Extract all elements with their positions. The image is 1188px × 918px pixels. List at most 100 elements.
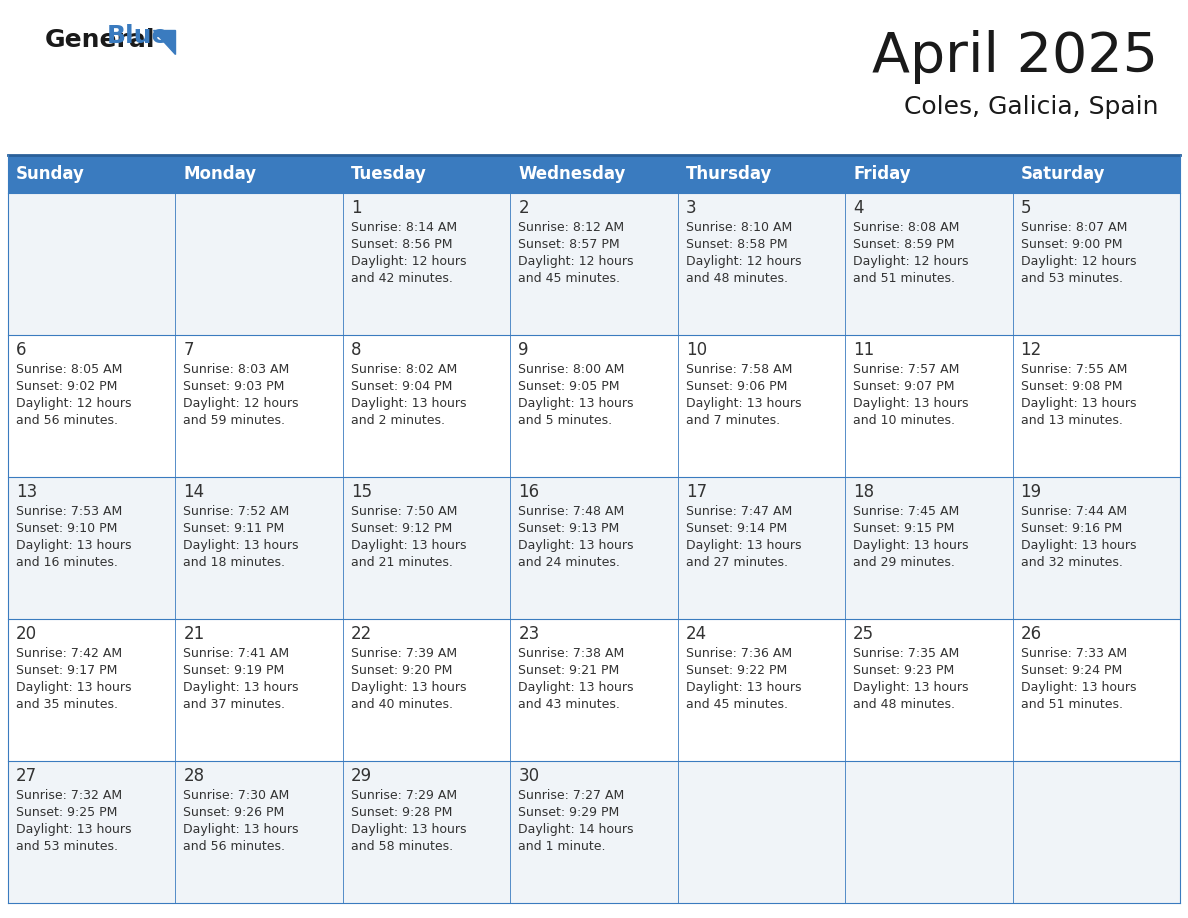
Text: Daylight: 13 hours: Daylight: 13 hours bbox=[350, 681, 467, 694]
Text: Daylight: 12 hours: Daylight: 12 hours bbox=[1020, 255, 1136, 268]
Text: and 32 minutes.: and 32 minutes. bbox=[1020, 556, 1123, 569]
Text: Sunset: 9:05 PM: Sunset: 9:05 PM bbox=[518, 380, 620, 393]
Text: Sunset: 9:06 PM: Sunset: 9:06 PM bbox=[685, 380, 788, 393]
Text: Sunset: 8:59 PM: Sunset: 8:59 PM bbox=[853, 238, 955, 251]
Text: 1: 1 bbox=[350, 199, 361, 217]
Text: Sunrise: 7:41 AM: Sunrise: 7:41 AM bbox=[183, 647, 290, 660]
Text: 25: 25 bbox=[853, 625, 874, 643]
Text: Daylight: 13 hours: Daylight: 13 hours bbox=[518, 397, 633, 410]
Text: Sunrise: 8:08 AM: Sunrise: 8:08 AM bbox=[853, 221, 960, 234]
Text: 22: 22 bbox=[350, 625, 372, 643]
Text: Sunset: 9:17 PM: Sunset: 9:17 PM bbox=[15, 664, 118, 677]
Text: Sunset: 9:26 PM: Sunset: 9:26 PM bbox=[183, 806, 285, 819]
Text: Sunset: 9:07 PM: Sunset: 9:07 PM bbox=[853, 380, 955, 393]
Text: Sunrise: 7:32 AM: Sunrise: 7:32 AM bbox=[15, 789, 122, 802]
Text: Sunrise: 8:10 AM: Sunrise: 8:10 AM bbox=[685, 221, 792, 234]
Text: Sunset: 9:12 PM: Sunset: 9:12 PM bbox=[350, 522, 453, 535]
Text: Sunset: 9:25 PM: Sunset: 9:25 PM bbox=[15, 806, 118, 819]
Text: 15: 15 bbox=[350, 483, 372, 501]
Text: General: General bbox=[45, 28, 156, 52]
Text: 9: 9 bbox=[518, 341, 529, 359]
Text: 16: 16 bbox=[518, 483, 539, 501]
Text: Daylight: 12 hours: Daylight: 12 hours bbox=[183, 397, 299, 410]
Text: Daylight: 13 hours: Daylight: 13 hours bbox=[183, 681, 299, 694]
Text: Daylight: 13 hours: Daylight: 13 hours bbox=[853, 681, 968, 694]
Text: Sunrise: 8:03 AM: Sunrise: 8:03 AM bbox=[183, 363, 290, 376]
Text: Sunset: 9:14 PM: Sunset: 9:14 PM bbox=[685, 522, 786, 535]
Text: and 35 minutes.: and 35 minutes. bbox=[15, 698, 118, 711]
Text: and 21 minutes.: and 21 minutes. bbox=[350, 556, 453, 569]
Text: Sunrise: 8:00 AM: Sunrise: 8:00 AM bbox=[518, 363, 625, 376]
Text: and 43 minutes.: and 43 minutes. bbox=[518, 698, 620, 711]
Text: Daylight: 13 hours: Daylight: 13 hours bbox=[685, 397, 801, 410]
Text: Daylight: 12 hours: Daylight: 12 hours bbox=[853, 255, 968, 268]
Text: 27: 27 bbox=[15, 767, 37, 785]
Text: Daylight: 13 hours: Daylight: 13 hours bbox=[518, 681, 633, 694]
Text: Sunset: 9:24 PM: Sunset: 9:24 PM bbox=[1020, 664, 1121, 677]
Text: Monday: Monday bbox=[183, 165, 257, 183]
Bar bbox=[8, 619, 1180, 761]
Text: Blue: Blue bbox=[107, 24, 170, 48]
Text: and 45 minutes.: and 45 minutes. bbox=[518, 272, 620, 285]
Text: Daylight: 12 hours: Daylight: 12 hours bbox=[685, 255, 801, 268]
Text: Sunrise: 8:12 AM: Sunrise: 8:12 AM bbox=[518, 221, 625, 234]
Text: and 48 minutes.: and 48 minutes. bbox=[853, 698, 955, 711]
Text: 20: 20 bbox=[15, 625, 37, 643]
Text: Sunset: 9:13 PM: Sunset: 9:13 PM bbox=[518, 522, 619, 535]
Text: and 10 minutes.: and 10 minutes. bbox=[853, 414, 955, 427]
Text: Sunset: 9:29 PM: Sunset: 9:29 PM bbox=[518, 806, 619, 819]
Text: Sunset: 9:15 PM: Sunset: 9:15 PM bbox=[853, 522, 954, 535]
Text: Daylight: 12 hours: Daylight: 12 hours bbox=[15, 397, 132, 410]
Text: 6: 6 bbox=[15, 341, 26, 359]
Text: 5: 5 bbox=[1020, 199, 1031, 217]
Text: Sunset: 9:22 PM: Sunset: 9:22 PM bbox=[685, 664, 786, 677]
Text: Wednesday: Wednesday bbox=[518, 165, 626, 183]
Text: and 16 minutes.: and 16 minutes. bbox=[15, 556, 118, 569]
Text: Sunrise: 7:45 AM: Sunrise: 7:45 AM bbox=[853, 505, 960, 518]
Text: Daylight: 12 hours: Daylight: 12 hours bbox=[350, 255, 467, 268]
Text: and 45 minutes.: and 45 minutes. bbox=[685, 698, 788, 711]
Text: Daylight: 13 hours: Daylight: 13 hours bbox=[1020, 681, 1136, 694]
Text: Daylight: 13 hours: Daylight: 13 hours bbox=[853, 397, 968, 410]
Bar bbox=[8, 477, 1180, 619]
Text: Sunset: 8:57 PM: Sunset: 8:57 PM bbox=[518, 238, 620, 251]
Bar bbox=[8, 193, 1180, 335]
Text: and 29 minutes.: and 29 minutes. bbox=[853, 556, 955, 569]
Text: and 53 minutes.: and 53 minutes. bbox=[15, 840, 118, 853]
Text: 13: 13 bbox=[15, 483, 37, 501]
Text: Daylight: 13 hours: Daylight: 13 hours bbox=[350, 539, 467, 552]
Text: Sunset: 9:08 PM: Sunset: 9:08 PM bbox=[1020, 380, 1123, 393]
Text: and 7 minutes.: and 7 minutes. bbox=[685, 414, 779, 427]
Text: Daylight: 13 hours: Daylight: 13 hours bbox=[15, 539, 132, 552]
Text: and 24 minutes.: and 24 minutes. bbox=[518, 556, 620, 569]
Text: Sunset: 9:02 PM: Sunset: 9:02 PM bbox=[15, 380, 118, 393]
Text: Sunrise: 7:47 AM: Sunrise: 7:47 AM bbox=[685, 505, 792, 518]
Text: and 59 minutes.: and 59 minutes. bbox=[183, 414, 285, 427]
Text: Sunrise: 7:52 AM: Sunrise: 7:52 AM bbox=[183, 505, 290, 518]
Text: Daylight: 14 hours: Daylight: 14 hours bbox=[518, 823, 633, 836]
Text: Sunset: 9:16 PM: Sunset: 9:16 PM bbox=[1020, 522, 1121, 535]
Text: Sunrise: 7:38 AM: Sunrise: 7:38 AM bbox=[518, 647, 625, 660]
Text: Saturday: Saturday bbox=[1020, 165, 1105, 183]
Text: Sunrise: 7:42 AM: Sunrise: 7:42 AM bbox=[15, 647, 122, 660]
Text: Sunrise: 8:05 AM: Sunrise: 8:05 AM bbox=[15, 363, 122, 376]
Text: and 18 minutes.: and 18 minutes. bbox=[183, 556, 285, 569]
Bar bbox=[8, 155, 1180, 193]
Text: Daylight: 13 hours: Daylight: 13 hours bbox=[853, 539, 968, 552]
Text: Sunrise: 7:57 AM: Sunrise: 7:57 AM bbox=[853, 363, 960, 376]
Text: Sunset: 9:21 PM: Sunset: 9:21 PM bbox=[518, 664, 619, 677]
Text: and 51 minutes.: and 51 minutes. bbox=[1020, 698, 1123, 711]
Text: Sunset: 9:19 PM: Sunset: 9:19 PM bbox=[183, 664, 285, 677]
Text: and 5 minutes.: and 5 minutes. bbox=[518, 414, 612, 427]
Text: Thursday: Thursday bbox=[685, 165, 772, 183]
Text: 21: 21 bbox=[183, 625, 204, 643]
Text: Sunset: 9:20 PM: Sunset: 9:20 PM bbox=[350, 664, 453, 677]
Text: and 56 minutes.: and 56 minutes. bbox=[183, 840, 285, 853]
Text: Daylight: 13 hours: Daylight: 13 hours bbox=[685, 681, 801, 694]
Text: 10: 10 bbox=[685, 341, 707, 359]
Text: Daylight: 13 hours: Daylight: 13 hours bbox=[15, 823, 132, 836]
Text: April 2025: April 2025 bbox=[872, 30, 1158, 84]
Text: Sunrise: 8:07 AM: Sunrise: 8:07 AM bbox=[1020, 221, 1127, 234]
Text: Sunset: 9:04 PM: Sunset: 9:04 PM bbox=[350, 380, 453, 393]
Text: Daylight: 13 hours: Daylight: 13 hours bbox=[350, 823, 467, 836]
